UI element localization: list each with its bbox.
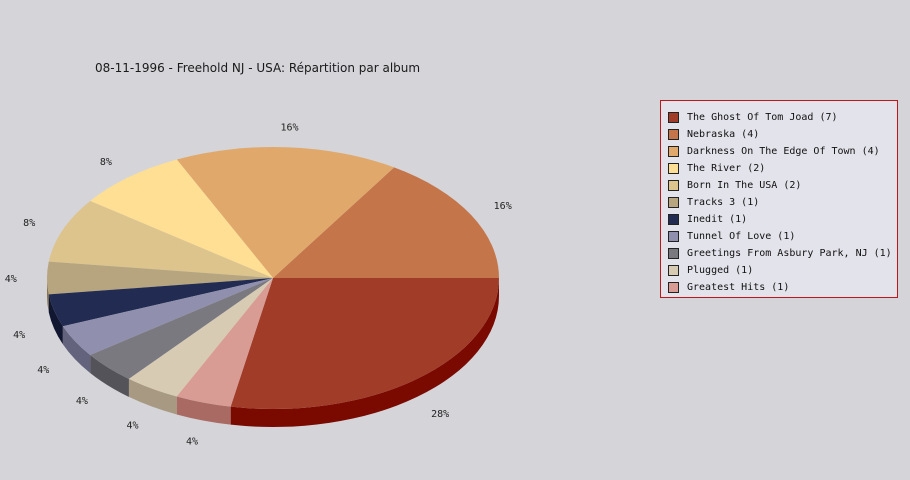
pie-slice: [62, 278, 273, 355]
pie-slice-side: [90, 354, 129, 397]
legend: The Ghost Of Tom Joad (7) Nebraska (4) Dar…: [660, 100, 898, 298]
legend-label: Nebraska (4): [687, 129, 760, 140]
pie-percent-label: 4%: [126, 420, 138, 431]
pie-percent-label: 16%: [280, 122, 298, 133]
legend-label: Plugged (1): [687, 265, 754, 276]
pie-slice: [273, 167, 499, 278]
pie-slice: [90, 159, 273, 278]
chart-title: 08-11-1996 - Freehold NJ - USA: Répartit…: [95, 61, 421, 75]
legend-swatch: [668, 248, 679, 259]
pie-slice-side: [47, 278, 49, 313]
pie-slice-side: [62, 326, 91, 373]
legend-item: The River (2): [668, 160, 897, 177]
legend-swatch: [668, 112, 679, 123]
legend-label: The River (2): [687, 163, 766, 174]
legend-swatch: [668, 197, 679, 208]
legend-item: Tracks 3 (1): [668, 194, 897, 211]
legend-item: Greatest Hits (1): [668, 279, 897, 296]
legend-swatch: [668, 163, 679, 174]
legend-swatch: [668, 265, 679, 276]
legend-item: Nebraska (4): [668, 126, 897, 143]
pie-percent-label: 4%: [13, 330, 25, 341]
pie-slice: [90, 278, 273, 379]
legend-label: Tracks 3 (1): [687, 197, 760, 208]
pie-percent-label: 4%: [37, 365, 49, 376]
legend-label: Greetings From Asbury Park, NJ (1): [687, 248, 892, 259]
pie-slice: [176, 278, 273, 407]
legend-swatch: [668, 129, 679, 140]
pie-percent-label: 4%: [186, 437, 198, 448]
legend-label: Born In The USA (2): [687, 180, 802, 191]
legend-label: Tunnel Of Love (1): [687, 231, 796, 242]
legend-swatch: [668, 146, 679, 157]
legend-item: Darkness On The Edge Of Town (4): [668, 143, 897, 160]
pie-slice-side: [176, 396, 231, 425]
pie-percent-label: 4%: [5, 274, 17, 285]
legend-swatch: [668, 231, 679, 242]
pie-slice: [48, 201, 274, 278]
legend-label: Inedit (1): [687, 214, 748, 225]
pie-slice-side: [128, 378, 177, 415]
legend-item: Greetings From Asbury Park, NJ (1): [668, 245, 897, 262]
legend-swatch: [668, 214, 679, 225]
pie-slice: [128, 278, 273, 397]
pie-percent-label: 16%: [494, 201, 512, 212]
pie-percent-label: 8%: [100, 157, 112, 168]
pie-percent-label: 4%: [76, 396, 88, 407]
legend-item: Plugged (1): [668, 262, 897, 279]
pie-slice-side: [230, 278, 499, 427]
legend-label: Darkness On The Edge Of Town (4): [687, 146, 880, 157]
pie-slice: [230, 278, 499, 409]
legend-label: Greatest Hits (1): [687, 282, 790, 293]
pie-percent-label: 28%: [431, 409, 449, 420]
pie-percent-label: 8%: [23, 218, 35, 229]
pie-slice: [46, 261, 273, 295]
legend-item: Tunnel Of Love (1): [668, 228, 897, 245]
legend-swatch: [668, 282, 679, 293]
legend-label: The Ghost Of Tom Joad (7): [687, 112, 838, 123]
pie-slice-side: [48, 294, 63, 345]
legend-item: Inedit (1): [668, 211, 897, 228]
legend-item: The Ghost Of Tom Joad (7): [668, 109, 897, 126]
legend-swatch: [668, 180, 679, 191]
legend-item: Born In The USA (2): [668, 177, 897, 194]
pie-slice: [48, 278, 274, 327]
pie-slice: [176, 147, 395, 278]
